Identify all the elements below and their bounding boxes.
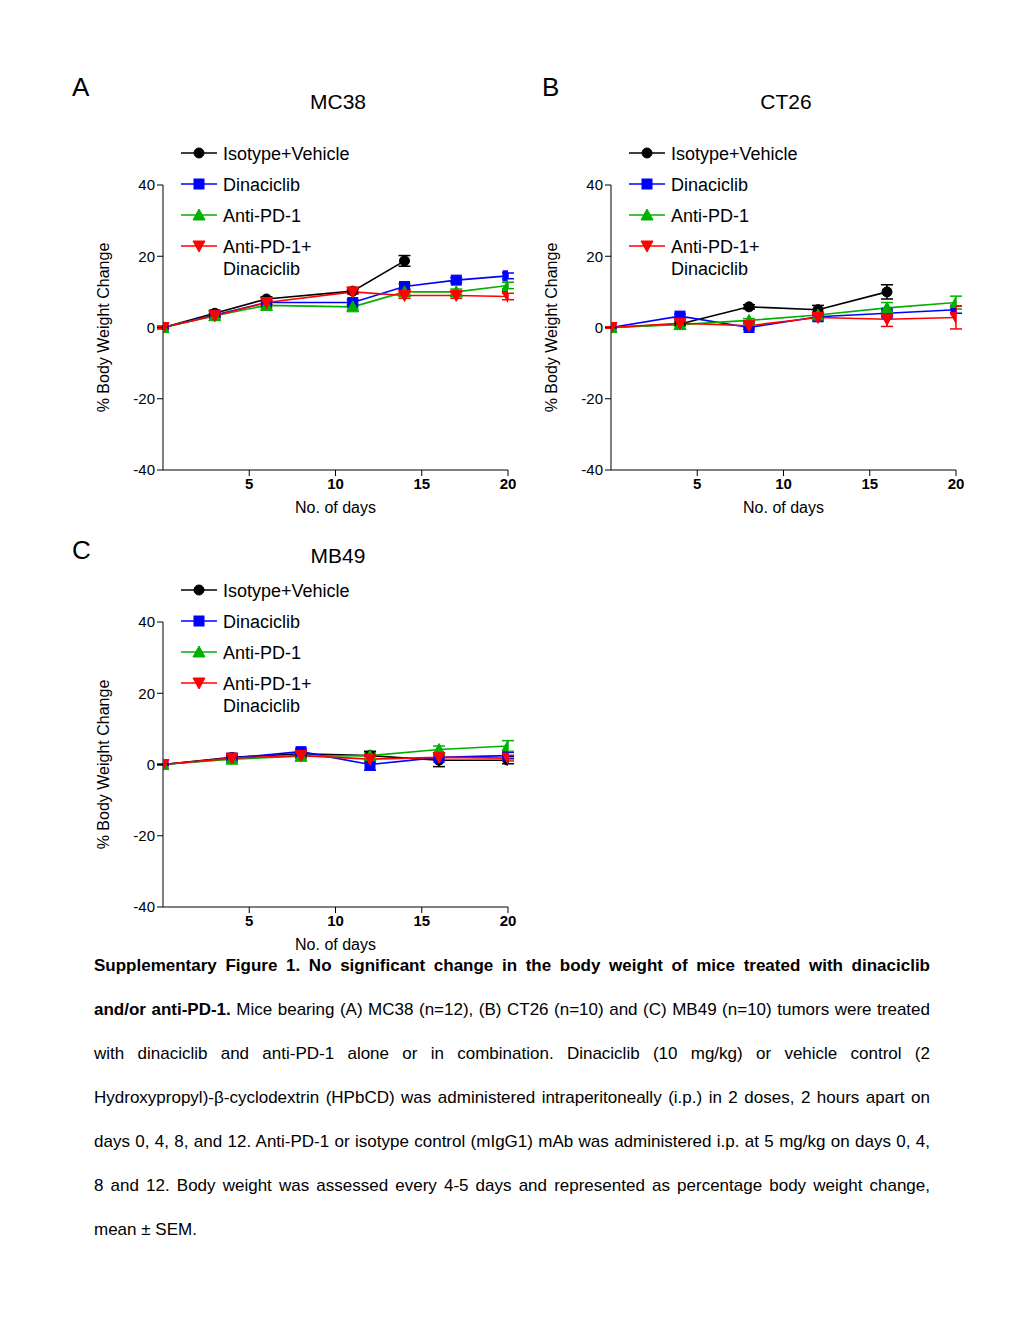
svg-text:20: 20 bbox=[500, 475, 517, 492]
svg-text:10: 10 bbox=[775, 475, 792, 492]
svg-text:5: 5 bbox=[245, 475, 253, 492]
html-text:B: B bbox=[542, 72, 560, 102]
svg-text:40: 40 bbox=[586, 176, 603, 193]
svg-text:-20: -20 bbox=[581, 390, 603, 407]
svg-text:15: 15 bbox=[413, 912, 430, 929]
html-text:Anti-PD-1: Anti-PD-1 bbox=[223, 643, 301, 663]
svg-text:40: 40 bbox=[138, 176, 155, 193]
svg-text:-40: -40 bbox=[133, 461, 155, 478]
svg-text:0: 0 bbox=[147, 756, 155, 773]
html-text:Anti-PD-1+ Dinaciclib: Anti-PD-1+ Dinaciclib bbox=[223, 237, 312, 279]
svg-text:-40: -40 bbox=[133, 898, 155, 915]
svg-text:20: 20 bbox=[138, 685, 155, 702]
html-text:Isotype+Vehicle: Isotype+Vehicle bbox=[223, 581, 350, 601]
html-text:MC38: MC38 bbox=[310, 90, 366, 113]
svg-text:% Body Weight Change: % Body Weight Change bbox=[95, 680, 112, 850]
html-text:Isotype+Vehicle: Isotype+Vehicle bbox=[671, 144, 798, 164]
html-text:Anti-PD-1: Anti-PD-1 bbox=[671, 206, 749, 226]
svg-text:% Body Weight Change: % Body Weight Change bbox=[95, 243, 112, 413]
svg-text:No. of days: No. of days bbox=[295, 936, 376, 953]
html-text:Dinaciclib: Dinaciclib bbox=[223, 612, 300, 632]
svg-text:15: 15 bbox=[413, 475, 430, 492]
svg-text:40: 40 bbox=[138, 613, 155, 630]
html-text:A: A bbox=[72, 72, 90, 102]
svg-text:20: 20 bbox=[138, 248, 155, 265]
svg-text:20: 20 bbox=[948, 475, 965, 492]
svg-text:15: 15 bbox=[861, 475, 878, 492]
svg-text:-20: -20 bbox=[133, 827, 155, 844]
svg-text:-40: -40 bbox=[581, 461, 603, 478]
html-text:Anti-PD-1+ Dinaciclib: Anti-PD-1+ Dinaciclib bbox=[223, 674, 312, 716]
html-text:Anti-PD-1+ Dinaciclib: Anti-PD-1+ Dinaciclib bbox=[671, 237, 760, 279]
svg-text:0: 0 bbox=[147, 319, 155, 336]
svg-text:20: 20 bbox=[500, 912, 517, 929]
html-text:MB49: MB49 bbox=[310, 544, 366, 567]
svg-text:10: 10 bbox=[327, 475, 344, 492]
svg-text:10: 10 bbox=[327, 912, 344, 929]
svg-text:5: 5 bbox=[245, 912, 253, 929]
svg-text:-20: -20 bbox=[133, 390, 155, 407]
html-text:Supplementary Figure 1. No sig: Supplementary Figure 1. No significant c… bbox=[94, 956, 930, 1239]
svg-text:20: 20 bbox=[586, 248, 603, 265]
html-text:Dinaciclib: Dinaciclib bbox=[671, 175, 748, 195]
svg-text:5: 5 bbox=[693, 475, 701, 492]
html-text:Isotype+Vehicle: Isotype+Vehicle bbox=[223, 144, 350, 164]
html-text:Anti-PD-1: Anti-PD-1 bbox=[223, 206, 301, 226]
html-text:C: C bbox=[72, 535, 91, 565]
svg-text:% Body Weight Change: % Body Weight Change bbox=[543, 243, 560, 413]
svg-text:No. of days: No. of days bbox=[295, 499, 376, 516]
html-text:CT26: CT26 bbox=[760, 90, 812, 113]
svg-text:No. of days: No. of days bbox=[743, 499, 824, 516]
html-text:Dinaciclib: Dinaciclib bbox=[223, 175, 300, 195]
svg-text:0: 0 bbox=[595, 319, 603, 336]
